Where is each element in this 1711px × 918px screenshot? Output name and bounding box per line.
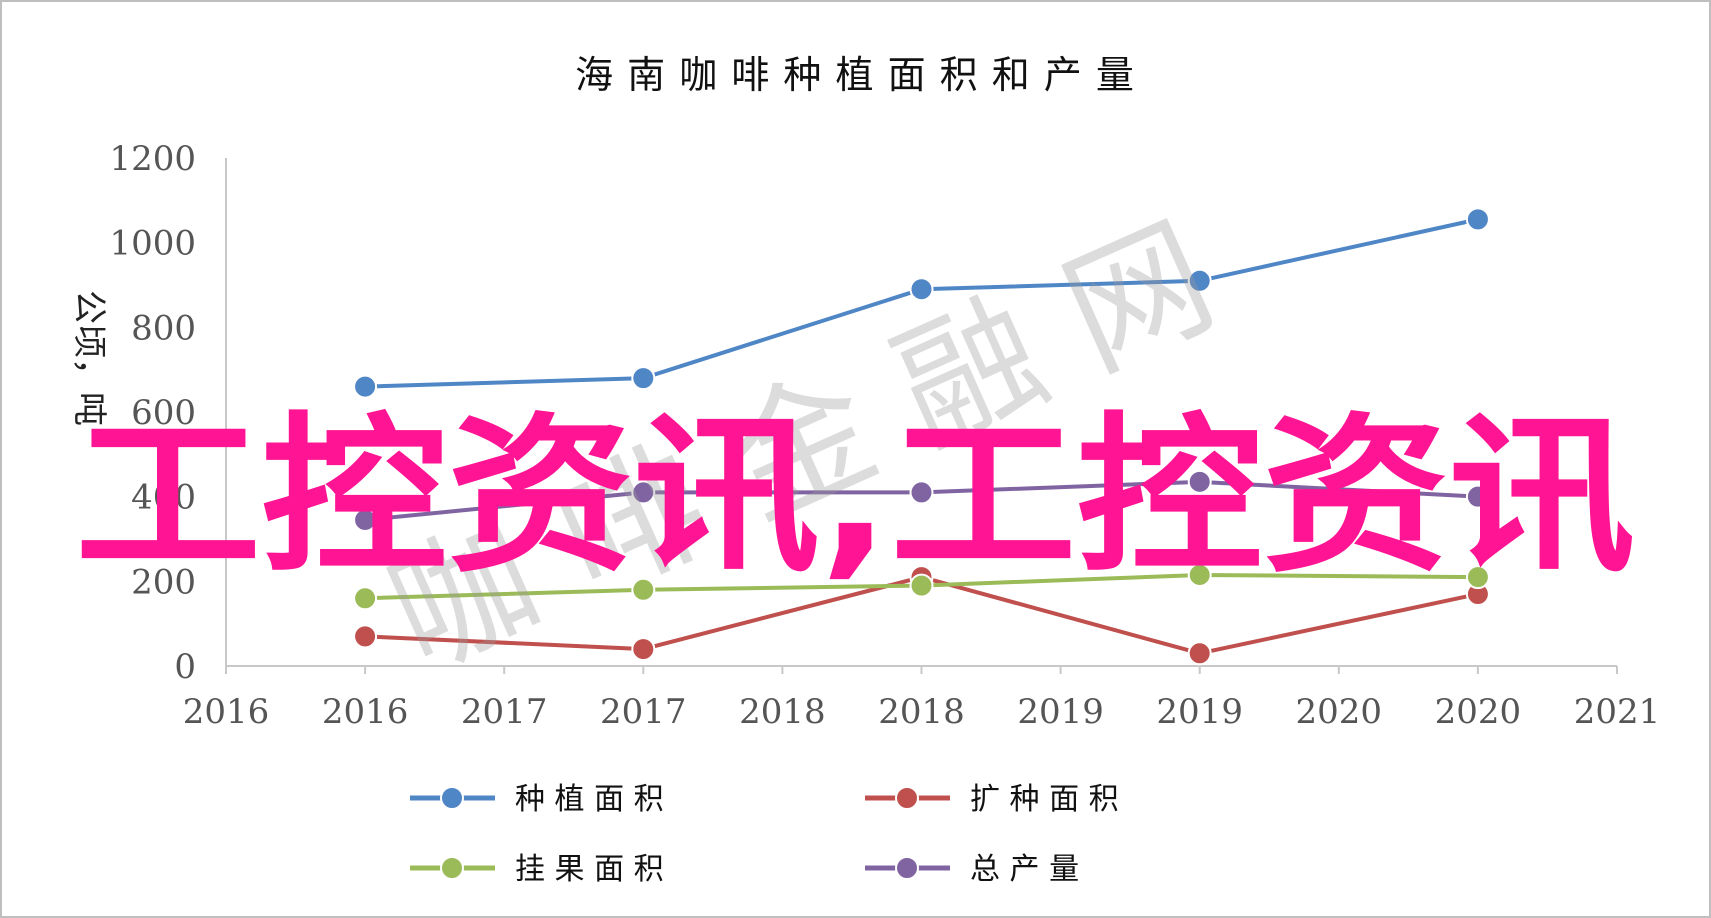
x-tick-label: 2017: [461, 692, 548, 732]
data-point: [1465, 565, 1490, 590]
overlay-banner-text: 工控资讯,工控资讯: [75, 398, 1635, 596]
legend-swatch-marker: [440, 786, 464, 810]
x-tick-label: 2016: [183, 692, 270, 732]
y-tick-label: 1000: [109, 224, 196, 264]
data-point: [353, 624, 378, 649]
data-point: [909, 480, 934, 505]
data-point: [353, 374, 378, 399]
data-point: [631, 637, 656, 662]
legend-swatch-marker: [440, 856, 464, 880]
data-point: [909, 277, 934, 302]
axes: [225, 158, 1618, 674]
legend-label: 挂 果 面 积: [515, 852, 664, 887]
legend-swatch-marker: [895, 856, 919, 880]
legend-label: 种 植 面 积: [515, 782, 664, 817]
y-tick-label: 600: [131, 393, 196, 433]
data-point: [1187, 469, 1212, 494]
data-point: [631, 366, 656, 391]
x-tick-label: 2017: [600, 692, 687, 732]
x-tick-label: 2019: [1156, 692, 1243, 732]
y-tick-labels: 0 200 400 600 800 1000 1200: [109, 139, 196, 687]
x-tick-labels: 2016 2016 2017 2017 2018 2018 2019 2019 2020 2020…: [183, 692, 1661, 732]
legend: 种 植 面 积 扩 种 面 积挂 果 面 积 总 产 量: [410, 782, 1119, 887]
data-point: [1187, 641, 1212, 666]
legend-label: 扩 种 面 积: [970, 782, 1119, 817]
x-tick-label: 2016: [322, 692, 409, 732]
y-tick-label: 800: [131, 308, 196, 348]
x-tick-label: 2021: [1574, 692, 1661, 732]
x-tick-label: 2019: [1017, 692, 1104, 732]
legend-swatch-marker: [895, 786, 919, 810]
data-point: [1465, 207, 1490, 232]
data-point: [631, 577, 656, 602]
data-point: [909, 573, 934, 598]
x-tick-label: 2020: [1435, 692, 1522, 732]
data-point: [1187, 268, 1212, 293]
data-point: [1187, 562, 1212, 587]
y-tick-label: 1200: [109, 139, 196, 179]
y-tick-label: 400: [131, 478, 196, 518]
legend-label: 总 产 量: [970, 852, 1079, 887]
data-point: [1465, 484, 1490, 509]
y-axis-label: 公顷，吨: [69, 290, 109, 426]
chart-title: 海 南 咖 啡 种 植 面 积 和 产 量: [575, 53, 1135, 97]
x-tick-label: 2018: [739, 692, 826, 732]
y-tick-label: 0: [174, 647, 196, 687]
data-point: [353, 507, 378, 532]
x-tick-label: 2020: [1296, 692, 1383, 732]
x-tick-label: 2018: [878, 692, 965, 732]
y-tick-label: 200: [131, 562, 196, 602]
data-point: [353, 586, 378, 611]
data-point: [631, 480, 656, 505]
series-lines: [353, 207, 1490, 666]
